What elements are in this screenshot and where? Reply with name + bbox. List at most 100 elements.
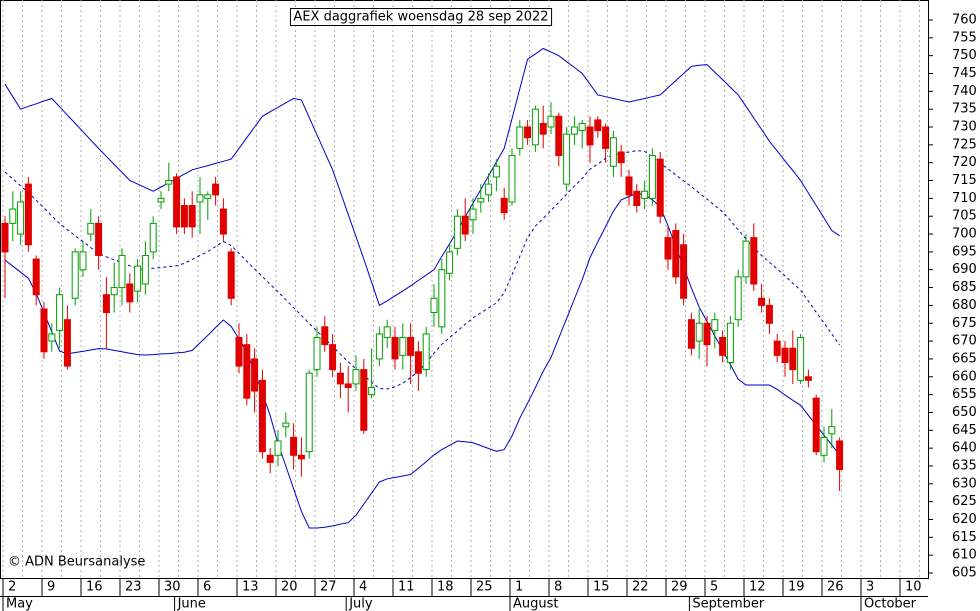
y-tick-label: 685 [952,280,977,295]
candle-body [750,237,758,285]
candle-body [797,337,805,381]
candle-body [765,304,773,324]
x-tick-label: 20 [281,580,298,595]
candle-body [9,208,17,224]
x-tick-label: 15 [593,580,610,595]
candle-body [555,115,563,157]
candle-body [422,333,430,371]
y-tick-label: 730 [952,120,977,135]
candle-body [1,222,9,253]
candle-body [243,344,251,399]
candle-body [680,244,688,299]
candle-body [820,436,828,456]
candle-body [227,251,235,299]
x-tick-label: 30 [164,580,181,595]
candle-body [828,426,836,435]
credit: © ADN Beursanalyse [8,555,145,570]
x-tick-label: 23 [125,580,142,595]
x-tick-label: 3 [866,580,874,595]
candle-body [469,208,477,221]
candle-body [352,369,360,385]
candle-body [375,333,383,360]
candle-body [609,137,617,167]
candle-body [586,126,594,146]
candle-body [266,454,274,463]
x-tick-label: 19 [788,580,805,595]
candle-body [173,176,181,228]
y-tick-label: 645 [952,423,977,438]
candle-body [71,251,79,299]
candle-body [446,251,454,274]
candle-body [336,372,344,385]
candle-body [594,119,602,132]
month-label: July [348,597,373,611]
x-tick-label: 9 [47,580,55,595]
candle-body [165,180,173,185]
candle-body [789,347,797,371]
candle-body [407,337,415,356]
candle-body [290,436,298,456]
x-tick-label: 13 [242,580,259,595]
candle-body [687,319,695,349]
candle-body [477,197,485,203]
title-box [289,8,553,26]
x-tick-label: 6 [203,580,211,595]
candle-body [110,287,118,296]
candle-body [648,155,656,199]
candle-body [625,176,633,196]
candle-body [641,190,649,199]
y-tick-label: 670 [952,334,977,349]
y-tick-label: 615 [952,530,977,545]
y-tick-label: 725 [952,137,977,152]
candle-body [672,229,680,278]
candle-body [758,297,766,306]
candle-body [508,155,516,203]
y-tick-label: 665 [952,351,977,366]
candle-body [17,201,25,235]
y-tick-label: 605 [952,566,977,581]
x-tick-label: 2 [8,580,16,595]
candle-body [438,269,446,328]
candle-body [48,333,56,342]
candle-body [219,208,227,235]
candle-body [617,151,625,164]
candle-body [719,337,727,356]
candle-body [695,322,703,342]
month-label: May [6,597,33,611]
x-tick-label: 16 [86,580,103,595]
x-tick-label: 29 [671,580,688,595]
candle-body [24,183,32,246]
candle-body [633,190,641,207]
candle-body [282,422,290,428]
y-tick-label: 640 [952,441,977,456]
candle-body [500,197,508,214]
candle-body [414,351,422,374]
candle-body [711,319,719,331]
candle-body [773,340,781,356]
candle-body [126,283,134,303]
y-tick-label: 720 [952,155,977,170]
candle-body [664,237,672,260]
y-tick-label: 740 [952,84,977,99]
candle-body [742,240,750,278]
candle-body [516,126,524,149]
candle-body [274,440,282,456]
month-label: August [513,597,559,611]
candle-body [734,276,742,321]
candle-body [461,215,469,235]
band-line [4,150,841,390]
x-tick-label: 25 [476,580,493,595]
y-tick-label: 660 [952,369,977,384]
candle-body [157,197,165,203]
candle-body [804,376,812,381]
y-tick-label: 635 [952,458,977,473]
candle-body [313,337,321,371]
candle-body [726,322,734,363]
candle-body [547,115,555,128]
x-tick-label: 11 [398,580,415,595]
y-tick-label: 630 [952,476,977,491]
candle-body [531,108,539,146]
candle-body [149,222,157,253]
y-tick-label: 750 [952,48,977,63]
